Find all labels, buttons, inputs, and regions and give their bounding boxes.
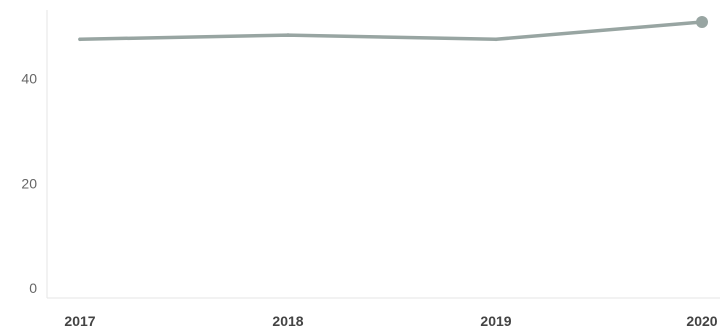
y-tick-label: 40 [21, 71, 37, 87]
series-line [78, 20, 704, 42]
y-axis-ticks: 0 20 40 [21, 71, 37, 296]
data-points [78, 15, 708, 42]
x-tick-label: 2018 [272, 313, 303, 329]
y-tick-label: 0 [29, 280, 37, 296]
data-point [286, 33, 290, 37]
x-tick-label: 2019 [480, 313, 511, 329]
data-point [78, 37, 82, 42]
data-point [494, 37, 498, 42]
y-tick-label: 20 [21, 175, 37, 191]
data-point [696, 15, 708, 28]
x-tick-label: 2020 [686, 313, 717, 329]
x-tick-label: 2017 [64, 313, 95, 329]
x-axis-ticks: 2017 2018 2019 2020 [64, 313, 717, 329]
